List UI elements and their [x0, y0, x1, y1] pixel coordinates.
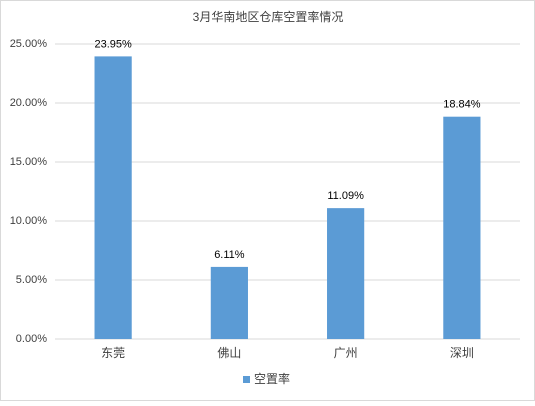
bar	[94, 56, 132, 339]
data-label: 6.11%	[214, 249, 245, 261]
y-tick-label: 0.00%	[16, 333, 47, 345]
x-tick-label: 广州	[334, 346, 358, 360]
y-tick-label: 20.00%	[10, 97, 48, 109]
data-label: 18.84%	[443, 99, 481, 111]
legend-label: 空置率	[254, 371, 290, 386]
x-tick-label: 深圳	[450, 346, 474, 360]
y-tick-label: 25.00%	[10, 38, 48, 50]
y-tick-label: 10.00%	[10, 215, 48, 227]
chart-title: 3月华南地区仓库空置率情况	[193, 9, 344, 24]
bar	[443, 116, 481, 339]
y-tick-label: 5.00%	[16, 274, 47, 286]
bar	[327, 208, 365, 339]
data-label: 11.09%	[327, 190, 364, 202]
bar	[210, 266, 248, 339]
data-label: 23.95%	[94, 38, 132, 50]
y-tick-label: 15.00%	[10, 156, 48, 168]
legend-swatch	[243, 376, 250, 383]
x-tick-label: 佛山	[217, 346, 241, 360]
x-tick-label: 东莞	[101, 346, 125, 360]
